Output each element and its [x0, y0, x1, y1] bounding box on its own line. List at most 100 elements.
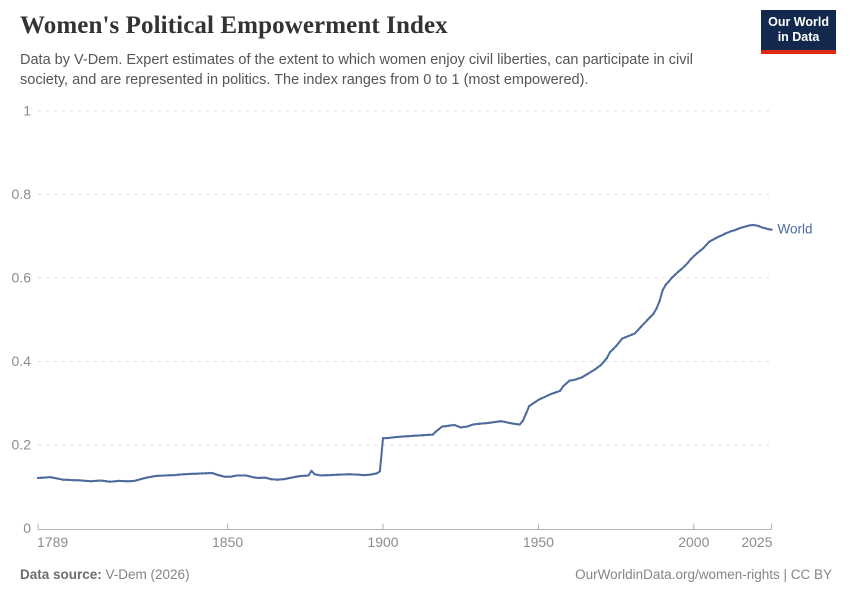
- world-line-marker: [80, 479, 83, 482]
- world-line-marker: [310, 469, 313, 473]
- world-line-marker: [444, 425, 447, 428]
- world-line-marker: [52, 476, 55, 479]
- world-line-marker: [266, 477, 270, 480]
- world-line-marker: [307, 474, 310, 477]
- world-line-marker: [291, 476, 295, 479]
- world-line-marker: [608, 351, 612, 354]
- world-line-marker: [487, 421, 490, 425]
- world-line-marker: [664, 283, 667, 286]
- world-line-marker: [471, 423, 475, 426]
- world-line-marker: [220, 474, 223, 478]
- y-axis-label: 0.6: [12, 270, 32, 286]
- world-line-marker: [167, 474, 170, 477]
- world-line-marker: [39, 476, 43, 479]
- world-line-marker: [235, 474, 239, 477]
- world-line-marker: [294, 475, 298, 478]
- world-line-marker: [434, 430, 437, 433]
- world-line-marker: [701, 247, 705, 250]
- world-line-marker: [313, 473, 316, 476]
- world-line-marker: [400, 435, 403, 438]
- world-line-marker: [83, 479, 86, 482]
- world-line-marker: [269, 478, 273, 481]
- chart-subtitle: Data by V-Dem. Expert estimates of the e…: [20, 52, 693, 89]
- owid-logo[interactable]: Our World in Data: [761, 10, 836, 54]
- world-line-marker: [179, 473, 183, 476]
- world-line-marker: [102, 479, 105, 483]
- world-line-marker: [207, 471, 211, 475]
- world-line-marker: [540, 397, 543, 400]
- world-line-marker: [683, 265, 686, 268]
- world-line-marker: [456, 425, 459, 428]
- world-line-marker: [618, 341, 621, 344]
- world-line-marker: [621, 337, 624, 340]
- world-line-marker: [126, 480, 130, 483]
- world-line-marker: [512, 422, 515, 425]
- world-line-marker: [151, 475, 155, 478]
- chart-title: Women's Political Empowerment Index: [20, 12, 448, 39]
- world-line-marker: [325, 474, 329, 477]
- x-axis-label: 1900: [367, 534, 398, 550]
- world-line-marker: [524, 412, 528, 415]
- world-line-marker: [527, 405, 531, 408]
- world-line-marker: [142, 477, 145, 480]
- world-line-marker: [440, 425, 444, 428]
- world-line-marker: [229, 475, 232, 478]
- world-line-marker: [711, 238, 714, 242]
- world-line-marker: [67, 478, 71, 482]
- world-line-marker: [586, 372, 590, 375]
- world-line-marker: [661, 288, 664, 292]
- world-line-marker: [468, 424, 472, 427]
- world-line-marker: [248, 475, 251, 478]
- world-line-marker: [64, 478, 68, 481]
- world-line-marker: [95, 479, 99, 482]
- world-line-marker: [642, 322, 646, 325]
- world-line-marker: [363, 473, 366, 477]
- world-line-marker: [506, 421, 509, 424]
- credit-link[interactable]: OurWorldinData.org/women-rights | CC BY: [575, 567, 832, 582]
- world-line-marker: [55, 477, 58, 480]
- owid-logo-line2: in Data: [777, 30, 820, 45]
- owid-logo-line1: Our World: [768, 15, 829, 29]
- world-line-marker: [767, 228, 770, 231]
- world-line-marker: [406, 435, 410, 438]
- world-line-marker: [350, 473, 354, 476]
- world-line-marker: [260, 476, 263, 479]
- world-line-marker: [695, 252, 699, 255]
- world-line-marker: [353, 473, 357, 476]
- world-line-marker: [301, 474, 304, 478]
- world-line-marker: [518, 423, 521, 426]
- x-axis-label: 2000: [678, 534, 709, 550]
- world-line-marker: [754, 224, 758, 227]
- world-line-marker: [571, 378, 574, 382]
- world-line-marker: [736, 228, 739, 231]
- world-line-marker: [475, 422, 478, 426]
- world-line-marker: [481, 422, 484, 425]
- world-line-marker: [360, 473, 363, 477]
- y-axis-label: 1: [23, 103, 31, 119]
- world-line-marker: [114, 480, 117, 483]
- world-line-marker: [708, 240, 711, 243]
- world-line-marker: [158, 474, 161, 477]
- world-line-marker: [108, 480, 111, 483]
- world-line-marker: [257, 476, 260, 480]
- data-source-value: V-Dem (2026): [101, 567, 190, 582]
- world-line-marker: [148, 475, 152, 479]
- world-line-marker: [347, 473, 350, 476]
- world-line-marker: [574, 378, 577, 381]
- world-line-marker: [391, 436, 394, 439]
- world-line-marker: [176, 473, 180, 476]
- world-line-marker: [105, 480, 108, 483]
- world-line-marker: [698, 249, 702, 253]
- world-line-marker: [369, 473, 372, 476]
- chart-footer: Data source: V-Dem (2026) OurWorldinData…: [20, 567, 832, 582]
- world-line-marker: [531, 402, 534, 406]
- world-line-marker: [322, 474, 326, 477]
- world-line-marker: [729, 230, 733, 233]
- world-line-marker: [297, 475, 301, 478]
- series-label-world[interactable]: World: [778, 222, 813, 237]
- world-line-marker: [49, 475, 52, 479]
- world-line-marker: [89, 480, 92, 483]
- world-line-marker: [332, 473, 335, 477]
- world-line-marker: [356, 473, 360, 476]
- world-line-marker: [565, 382, 568, 385]
